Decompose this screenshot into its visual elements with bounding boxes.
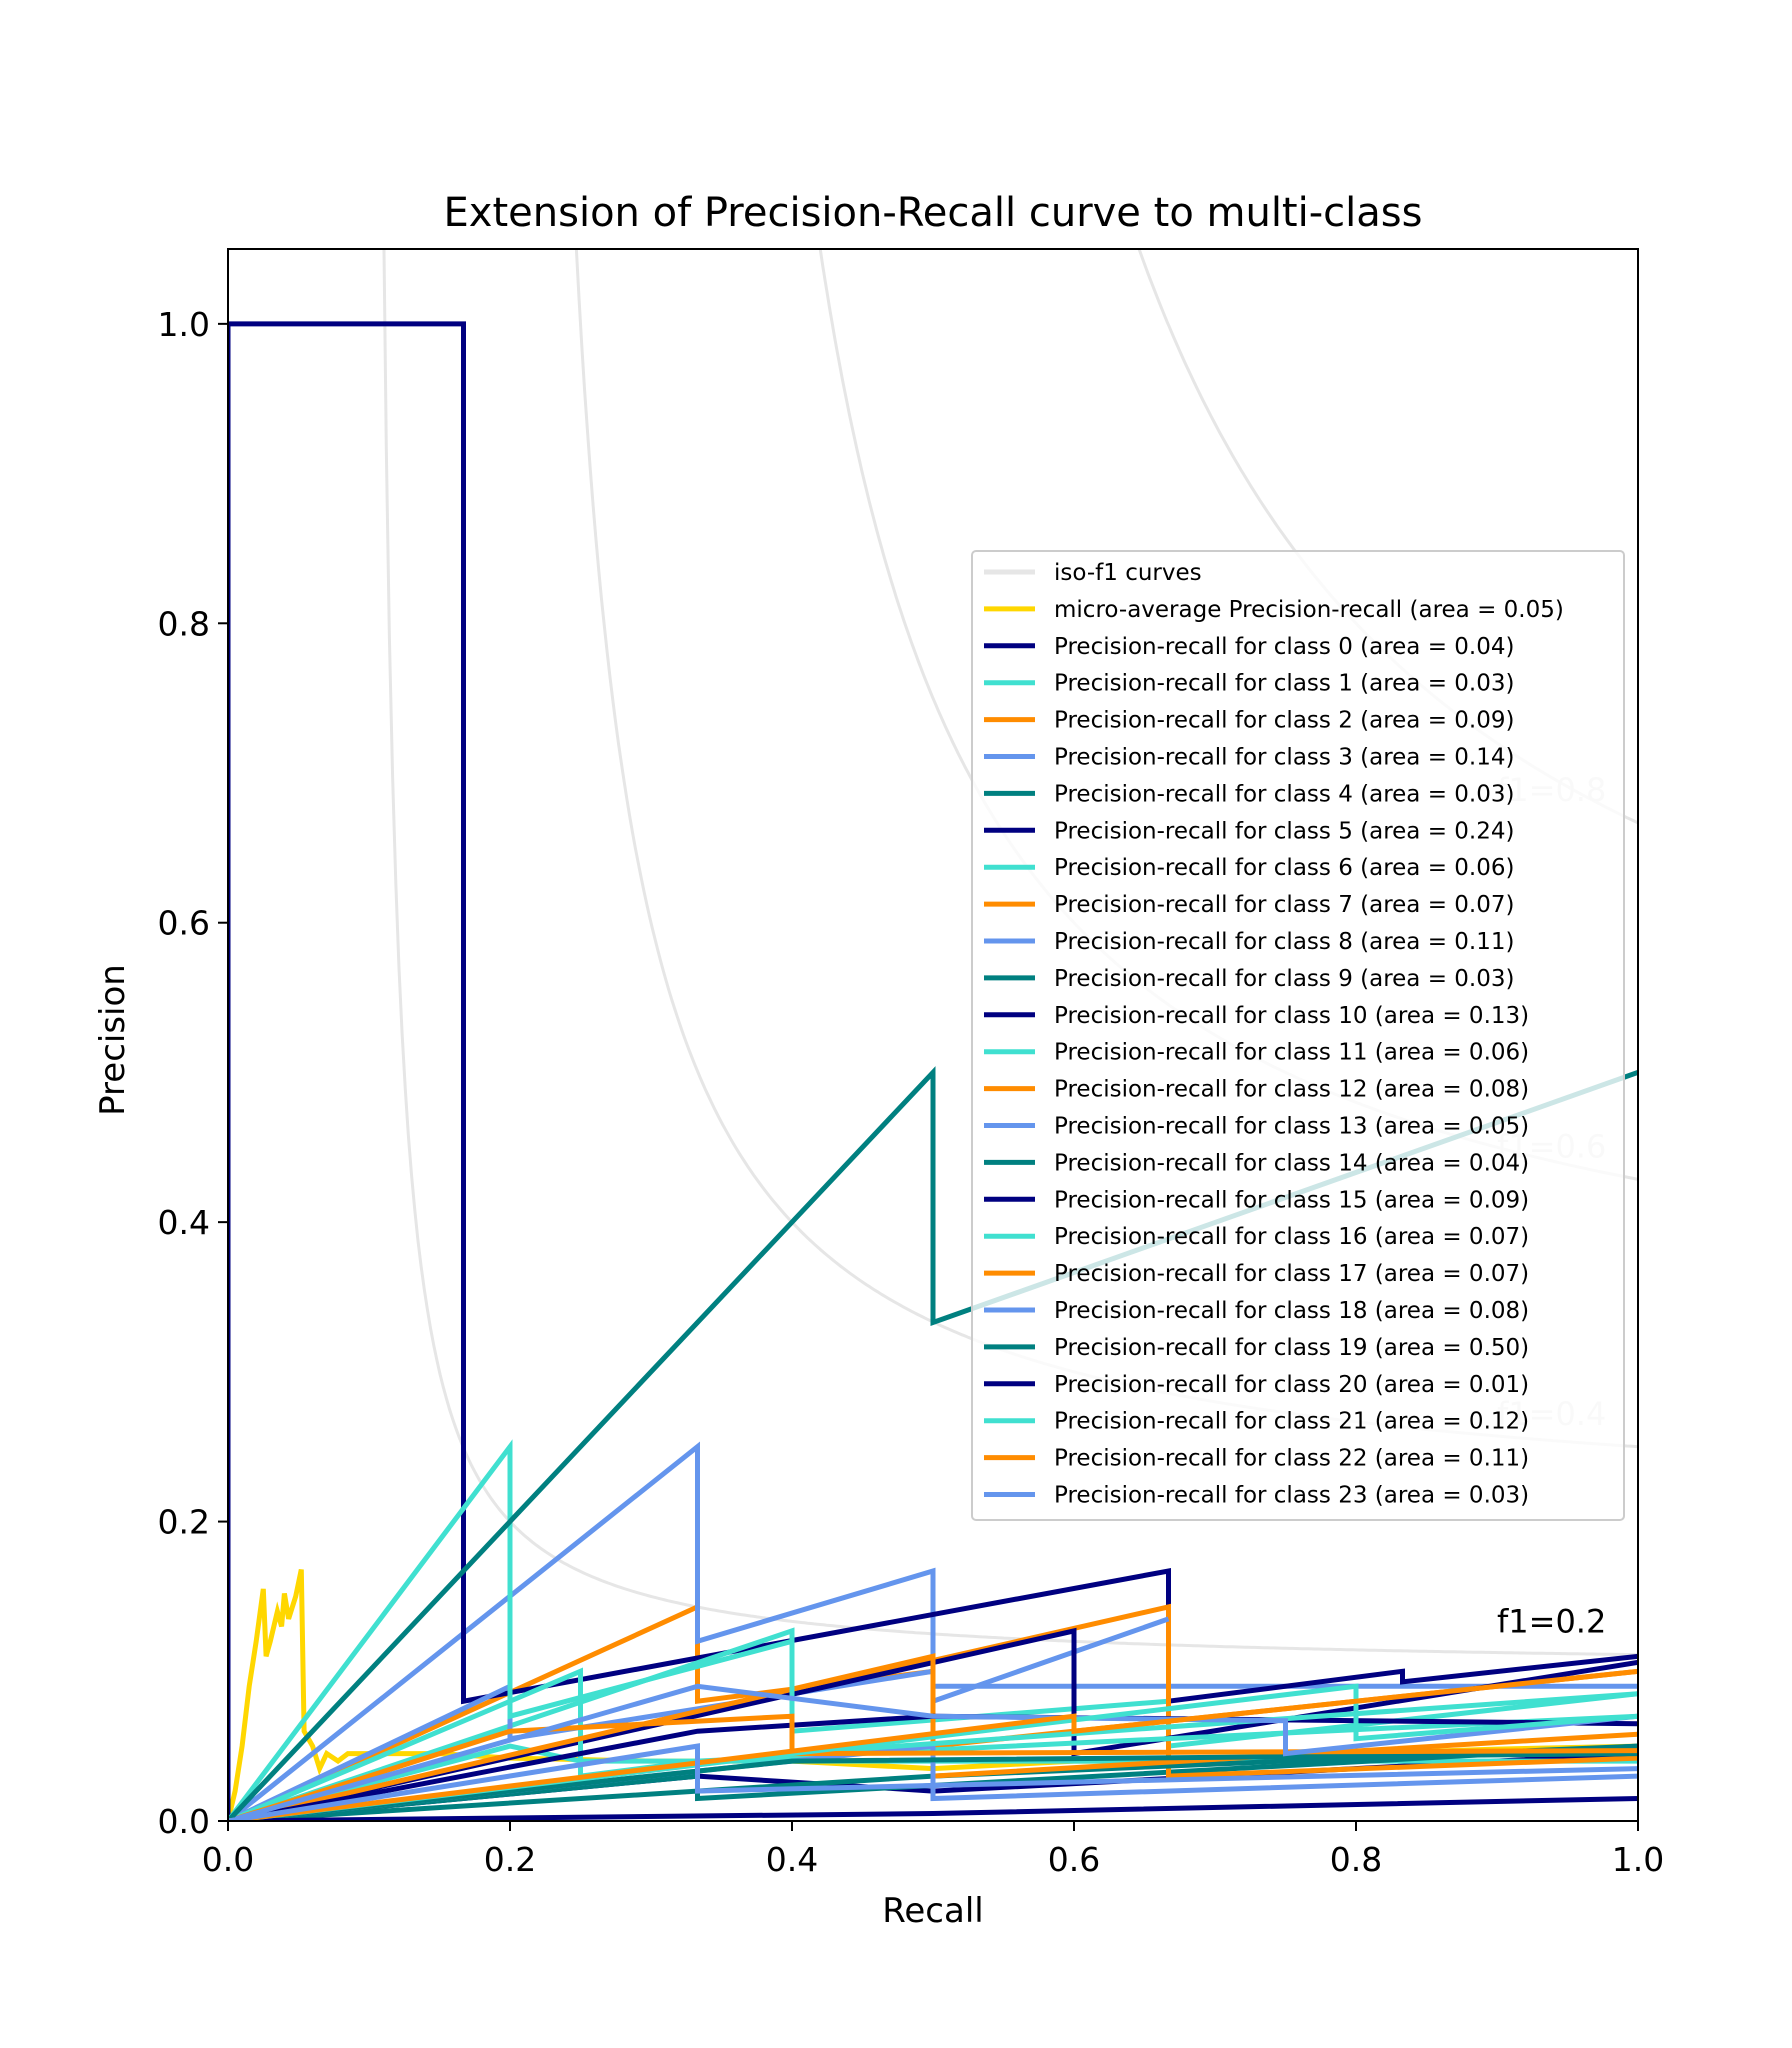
legend: iso-f1 curves micro-average Precision-rec… — [971, 550, 1625, 1521]
y-tick-label: 0.2 — [158, 1503, 210, 1542]
legend-label: Precision-recall for class 13 (area = 0.… — [1054, 1114, 1529, 1140]
legend-label: Precision-recall for class 23 (area = 0.… — [1054, 1483, 1529, 1509]
iso-f1-label: f1=0.2 — [1497, 1603, 1606, 1641]
legend-label: Precision-recall for class 12 (area = 0.… — [1054, 1077, 1529, 1103]
y-axis: 0.0 0.2 0.4 0.6 0.8 1.0 — [158, 305, 228, 1841]
series-line-6 — [228, 321, 1638, 1821]
legend-label: Precision-recall for class 14 (area = 0.… — [1054, 1150, 1529, 1176]
legend-label: Precision-recall for class 16 (area = 0.… — [1054, 1224, 1529, 1250]
x-tick-label: 0.2 — [484, 1840, 536, 1879]
y-tick-label: 0.4 — [158, 1203, 210, 1242]
legend-label: Precision-recall for class 17 (area = 0.… — [1054, 1261, 1529, 1287]
series-line-17 — [228, 1439, 1638, 1821]
iso-f1-curve — [382, 249, 1638, 1657]
chart-title: Extension of Precision-Recall curve to m… — [444, 190, 1423, 236]
legend-box — [971, 550, 1625, 1521]
legend-label: Precision-recall for class 1 (area = 0.0… — [1054, 671, 1514, 697]
legend-label: Precision-recall for class 0 (area = 0.0… — [1054, 634, 1514, 660]
legend-label: Precision-recall for class 15 (area = 0.… — [1054, 1187, 1529, 1213]
x-tick-label: 0.0 — [202, 1840, 254, 1879]
legend-label: Precision-recall for class 7 (area = 0.0… — [1054, 892, 1514, 918]
legend-label: Precision-recall for class 3 (area = 0.1… — [1054, 745, 1514, 771]
legend-label: Precision-recall for class 22 (area = 0.… — [1054, 1446, 1529, 1472]
x-tick-label: 0.8 — [1330, 1840, 1382, 1879]
x-axis: 0.0 0.2 0.4 0.6 0.8 1.0 — [202, 1821, 1664, 1879]
legend-label: Precision-recall for class 8 (area = 0.1… — [1054, 929, 1514, 955]
series-line-24 — [228, 1743, 1638, 1821]
series-line-19 — [228, 1683, 1638, 1821]
series-line-18 — [228, 1713, 1638, 1821]
legend-label: iso-f1 curves — [1054, 560, 1202, 586]
y-tick-label: 0.6 — [158, 904, 210, 943]
legend-label: Precision-recall for class 4 (area = 0.0… — [1054, 781, 1514, 807]
legend-label: Precision-recall for class 18 (area = 0.… — [1054, 1298, 1529, 1324]
legend-label: Precision-recall for class 11 (area = 0.… — [1054, 1040, 1529, 1066]
series-line-4 — [228, 1441, 1638, 1821]
legend-label: Precision-recall for class 10 (area = 0.… — [1054, 1003, 1529, 1029]
legend-label: Precision-recall for class 9 (area = 0.0… — [1054, 966, 1514, 992]
legend-label: micro-average Precision-recall (area = 0… — [1054, 597, 1564, 623]
x-axis-label: Recall — [882, 1891, 983, 1931]
legend-label: Precision-recall for class 5 (area = 0.2… — [1054, 818, 1514, 844]
legend-label: Precision-recall for class 19 (area = 0.… — [1054, 1335, 1529, 1361]
series-line-23 — [228, 1668, 1638, 1821]
legend-label: Precision-recall for class 20 (area = 0.… — [1054, 1372, 1529, 1398]
y-tick-label: 1.0 — [158, 305, 210, 344]
x-tick-label: 1.0 — [1612, 1840, 1664, 1879]
y-axis-label: Precision — [93, 964, 133, 1116]
series-line-2 — [228, 1743, 1638, 1821]
legend-label: Precision-recall for class 21 (area = 0.… — [1054, 1409, 1529, 1435]
legend-label: Precision-recall for class 2 (area = 0.0… — [1054, 708, 1514, 734]
legend-label: Precision-recall for class 6 (area = 0.0… — [1054, 855, 1514, 881]
legend-items: iso-f1 curves micro-average Precision-rec… — [984, 560, 1564, 1509]
x-tick-label: 0.4 — [766, 1840, 818, 1879]
y-tick-label: 0.8 — [158, 604, 210, 643]
plot-frame — [227, 248, 1639, 1822]
series-line-21 — [228, 1796, 1638, 1821]
x-tick-label: 0.6 — [1048, 1840, 1100, 1879]
y-tick-label: 0.0 — [158, 1802, 210, 1841]
